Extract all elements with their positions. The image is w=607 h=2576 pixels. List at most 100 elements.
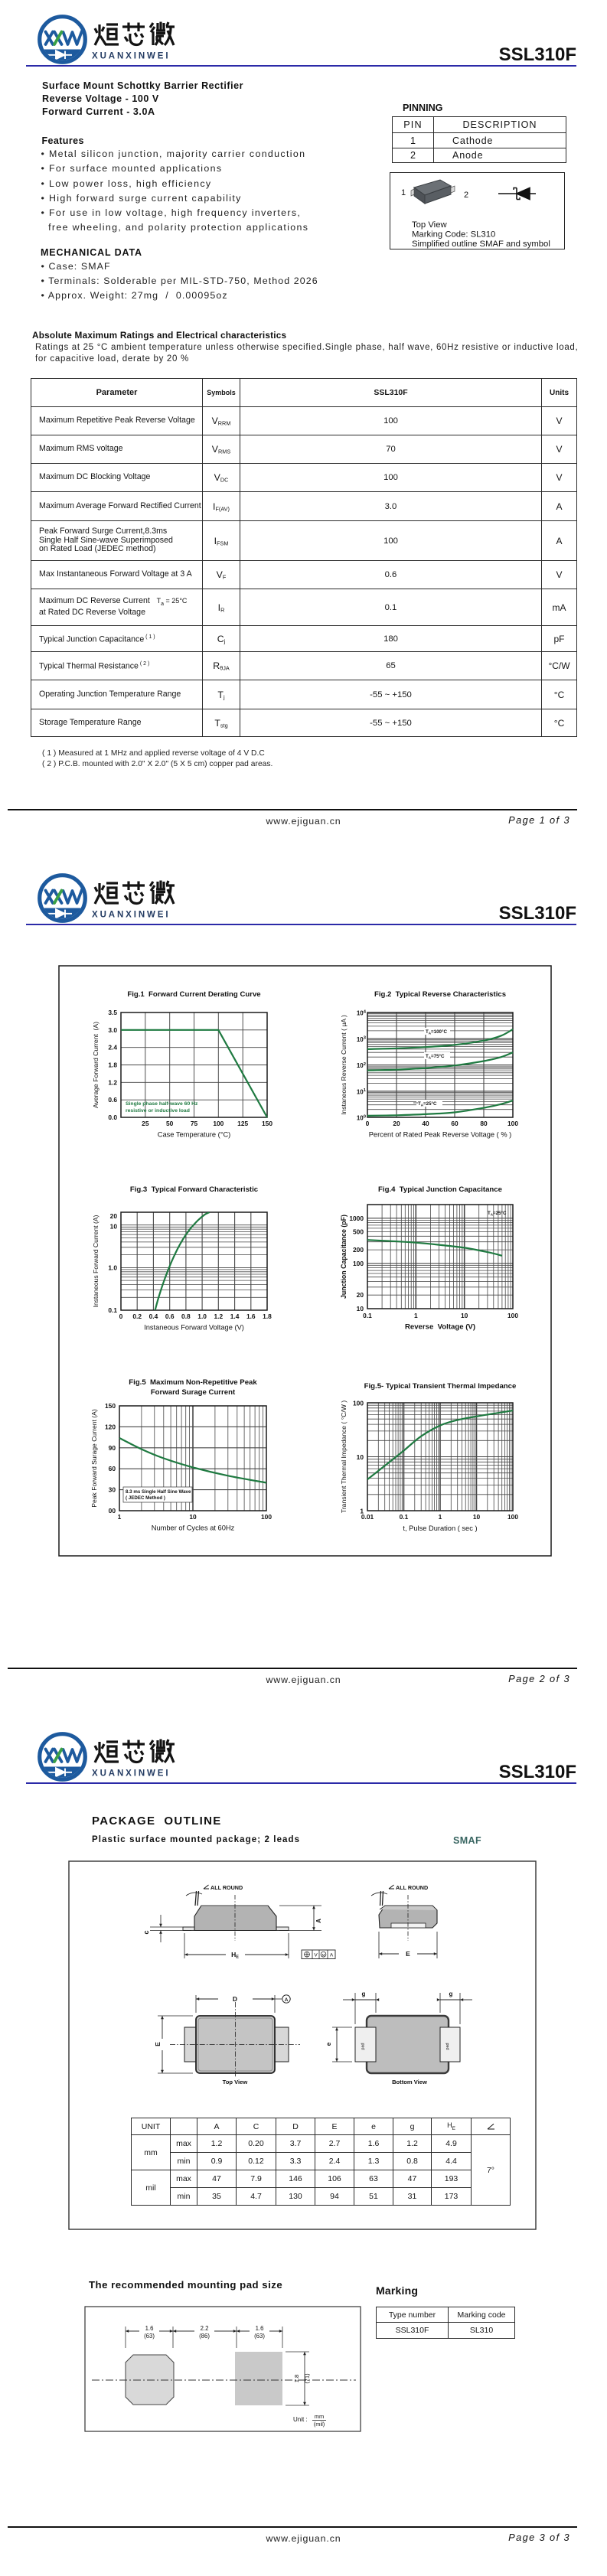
svg-text:Instaneous Reverse Current ( µ: Instaneous Reverse Current ( µA ) (340, 1015, 348, 1115)
svg-text:1.8: 1.8 (293, 2375, 300, 2382)
svg-text:Percent of Rated Peak Reverse: Percent of Rated Peak Reverse Voltage ( … (369, 1131, 512, 1139)
svg-text:Instaneous Forward Current (A): Instaneous Forward Current (A) (92, 1215, 100, 1307)
svg-text:90: 90 (109, 1444, 116, 1452)
svg-text:A: A (330, 1953, 334, 1958)
svg-text:XUANXINWEI: XUANXINWEI (92, 911, 170, 920)
svg-text:2: 2 (464, 191, 468, 200)
svg-text:Number of Cycles at 60Hz: Number of Cycles at 60Hz (152, 1524, 235, 1532)
svg-text:1.0: 1.0 (108, 1264, 117, 1271)
svg-text:2.4: 2.4 (108, 1044, 117, 1052)
svg-text:0.2: 0.2 (132, 1312, 142, 1320)
svg-text:0.1: 0.1 (400, 1513, 409, 1521)
svg-text:100: 100 (507, 1120, 518, 1127)
svg-text:120: 120 (105, 1423, 116, 1430)
svg-text:(63): (63) (254, 2333, 265, 2340)
svg-text:Fig.1 Forward Current Deratin: Fig.1 Forward Current Derating Curve (127, 990, 260, 999)
svg-text:3.0: 3.0 (108, 1026, 117, 1034)
svg-text:0: 0 (366, 1120, 370, 1127)
svg-text:50: 50 (166, 1120, 174, 1127)
svg-text:Fig.5- Typical Transient Therm: Fig.5- Typical Transient Thermal Impedan… (364, 1382, 517, 1391)
svg-text:Peak Forward Surage Current (A: Peak Forward Surage Current (A) (90, 1409, 98, 1508)
svg-text:100: 100 (213, 1120, 224, 1127)
svg-text:3.5: 3.5 (108, 1009, 117, 1016)
svg-text:E: E (154, 2042, 162, 2046)
svg-text:200: 200 (353, 1246, 364, 1254)
svg-text:1: 1 (360, 1508, 364, 1515)
svg-text:100: 100 (261, 1513, 272, 1521)
svg-text:Fig.2 Typical Reverse Charact: Fig.2 Typical Reverse Characteristics (374, 990, 506, 999)
svg-text:20: 20 (357, 1291, 364, 1299)
svg-text:2.2: 2.2 (201, 2325, 209, 2332)
svg-text:1: 1 (401, 188, 406, 197)
svg-text:Single phase half-wave 60 Hz: Single phase half-wave 60 Hz (126, 1101, 198, 1107)
svg-text:Simplified outline SMAF and sy: Simplified outline SMAF and symbol (412, 240, 550, 249)
svg-text:1000: 1000 (349, 1215, 364, 1222)
svg-text:Bottom View: Bottom View (392, 2079, 427, 2085)
svg-text:pad: pad (361, 2043, 366, 2050)
svg-text:0.4: 0.4 (149, 1312, 158, 1320)
svg-text:Case Temperature (°C): Case Temperature (°C) (158, 1131, 231, 1139)
svg-text:( JEDEC Method ): ( JEDEC Method ) (126, 1495, 165, 1501)
svg-text:60: 60 (451, 1120, 459, 1127)
svg-text:0.0: 0.0 (108, 1114, 117, 1121)
svg-text:V: V (314, 1953, 318, 1958)
svg-text:20: 20 (110, 1212, 118, 1220)
svg-text:10: 10 (473, 1513, 481, 1521)
svg-text:80: 80 (480, 1120, 488, 1127)
svg-text:1.6: 1.6 (145, 2325, 154, 2332)
svg-text:Fig.3 Typical Forward Charact: Fig.3 Typical Forward Characteristic (130, 1185, 259, 1194)
svg-text:resistive or inductive load: resistive or inductive load (126, 1108, 190, 1114)
svg-text:500: 500 (353, 1228, 364, 1236)
svg-text:HE: HE (231, 1951, 239, 1960)
svg-text:Instaneous Forward Voltage (V): Instaneous Forward Voltage (V) (144, 1324, 244, 1332)
svg-text:100: 100 (353, 1260, 364, 1267)
svg-text:Reverse Voltage (V): Reverse Voltage (V) (405, 1323, 475, 1332)
svg-text:1.8: 1.8 (263, 1312, 272, 1320)
svg-text:ALL ROUND: ALL ROUND (210, 1884, 243, 1891)
svg-text:TA=25°C: TA=25°C (488, 1211, 507, 1217)
svg-text:Fig.5 Maximum Non-Repetitive: Fig.5 Maximum Non-Repetitive Peak (129, 1378, 257, 1387)
svg-text:30: 30 (109, 1486, 116, 1494)
svg-text:100: 100 (357, 1114, 366, 1121)
svg-text:e: e (325, 2042, 332, 2046)
svg-text:Top View: Top View (223, 2079, 248, 2085)
svg-text:t, Pulse Duration ( sec ): t, Pulse Duration ( sec ) (403, 1524, 477, 1532)
svg-text:g: g (449, 1991, 453, 1997)
svg-text:150: 150 (105, 1402, 116, 1410)
svg-text:150: 150 (262, 1120, 272, 1127)
svg-text:0.1: 0.1 (363, 1312, 372, 1319)
svg-text:103: 103 (357, 1036, 367, 1043)
svg-text:Forward Surage Current: Forward Surage Current (151, 1388, 236, 1397)
svg-text:D: D (233, 1995, 237, 2003)
svg-text:Marking Code: SL310: Marking Code: SL310 (412, 230, 495, 240)
svg-text:10: 10 (357, 1453, 364, 1461)
svg-text:101: 101 (357, 1088, 367, 1095)
svg-text:10: 10 (461, 1312, 468, 1319)
svg-text:A: A (285, 1997, 289, 2003)
svg-text:M: M (322, 1953, 325, 1958)
svg-text:75: 75 (191, 1120, 198, 1127)
svg-text:104: 104 (357, 1009, 367, 1016)
svg-text:100: 100 (507, 1312, 518, 1319)
svg-text:Unit :: Unit : (293, 2416, 308, 2423)
svg-text:Junction Capacitance (pF): Junction Capacitance (pF) (340, 1215, 348, 1299)
svg-text:0.01: 0.01 (361, 1513, 374, 1521)
svg-text:XUANXINWEI: XUANXINWEI (92, 52, 170, 61)
svg-text:10: 10 (357, 1305, 364, 1312)
svg-text:(71): (71) (304, 2373, 311, 2384)
svg-text:1.4: 1.4 (230, 1312, 240, 1320)
svg-text:1.0: 1.0 (197, 1312, 207, 1320)
svg-text:0.6: 0.6 (165, 1312, 175, 1320)
svg-text:g: g (362, 1991, 366, 1997)
svg-text:Average Forward Current (A): Average Forward Current (A) (92, 1022, 100, 1108)
svg-text:8.3 ms Single Half Sine Wave: 8.3 ms Single Half Sine Wave (126, 1489, 191, 1495)
svg-text:Fig.4 Typical Junction Capaci: Fig.4 Typical Junction Capacitance (378, 1185, 502, 1194)
svg-text:0.6: 0.6 (108, 1096, 117, 1104)
svg-text:1.2: 1.2 (214, 1312, 224, 1320)
svg-text:TA=75°C: TA=75°C (426, 1054, 445, 1060)
svg-text:(63): (63) (144, 2333, 155, 2340)
svg-text:c: c (142, 1930, 150, 1934)
svg-text:20: 20 (393, 1120, 400, 1127)
svg-text:40: 40 (422, 1120, 429, 1127)
svg-text:10: 10 (110, 1223, 118, 1231)
